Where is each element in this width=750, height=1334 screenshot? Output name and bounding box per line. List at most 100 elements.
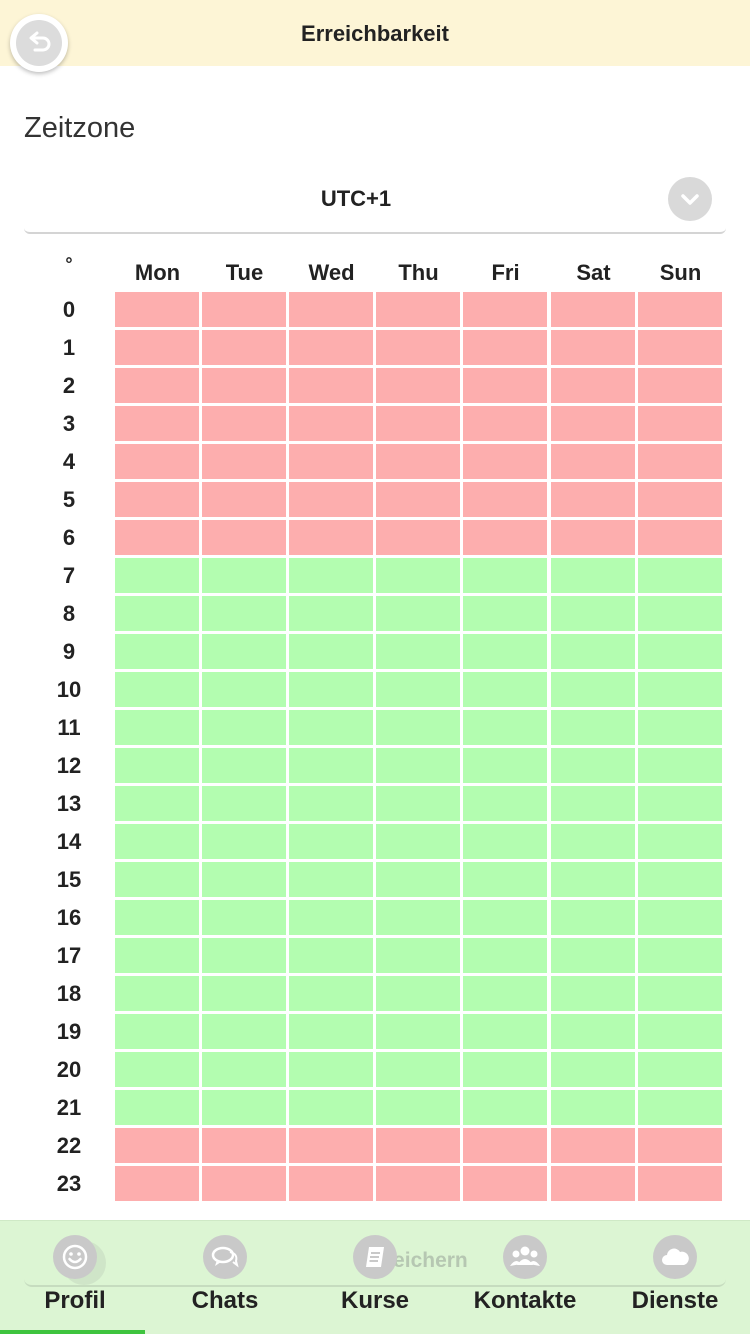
slot-unavailable[interactable] bbox=[202, 330, 286, 365]
slot-available[interactable] bbox=[551, 596, 635, 631]
slot-unavailable[interactable] bbox=[638, 482, 722, 517]
slot-unavailable[interactable] bbox=[376, 482, 460, 517]
slot-unavailable[interactable] bbox=[376, 406, 460, 441]
slot-unavailable[interactable] bbox=[115, 444, 199, 479]
nav-item-kurse[interactable]: Kurse bbox=[300, 1221, 450, 1334]
slot-available[interactable] bbox=[202, 938, 286, 973]
slot-available[interactable] bbox=[638, 976, 722, 1011]
slot-unavailable[interactable] bbox=[638, 520, 722, 555]
slot-available[interactable] bbox=[289, 938, 373, 973]
slot-available[interactable] bbox=[638, 900, 722, 935]
slot-unavailable[interactable] bbox=[202, 292, 286, 327]
slot-available[interactable] bbox=[551, 710, 635, 745]
slot-unavailable[interactable] bbox=[115, 1128, 199, 1163]
slot-available[interactable] bbox=[376, 976, 460, 1011]
slot-available[interactable] bbox=[115, 596, 199, 631]
slot-unavailable[interactable] bbox=[376, 368, 460, 403]
back-button[interactable] bbox=[10, 14, 68, 72]
slot-available[interactable] bbox=[202, 1014, 286, 1049]
slot-available[interactable] bbox=[202, 710, 286, 745]
slot-available[interactable] bbox=[202, 976, 286, 1011]
slot-unavailable[interactable] bbox=[551, 406, 635, 441]
slot-available[interactable] bbox=[463, 786, 547, 821]
nav-item-chats[interactable]: Chats bbox=[150, 1221, 300, 1334]
slot-unavailable[interactable] bbox=[202, 520, 286, 555]
slot-available[interactable] bbox=[376, 824, 460, 859]
nav-item-dienste[interactable]: Dienste bbox=[600, 1221, 750, 1334]
slot-available[interactable] bbox=[115, 976, 199, 1011]
slot-available[interactable] bbox=[463, 710, 547, 745]
slot-available[interactable] bbox=[638, 634, 722, 669]
slot-available[interactable] bbox=[551, 938, 635, 973]
slot-available[interactable] bbox=[463, 748, 547, 783]
slot-available[interactable] bbox=[551, 672, 635, 707]
slot-available[interactable] bbox=[638, 1052, 722, 1087]
slot-unavailable[interactable] bbox=[202, 1166, 286, 1201]
slot-available[interactable] bbox=[202, 596, 286, 631]
slot-available[interactable] bbox=[551, 1052, 635, 1087]
slot-available[interactable] bbox=[115, 634, 199, 669]
slot-available[interactable] bbox=[463, 1090, 547, 1125]
slot-available[interactable] bbox=[289, 786, 373, 821]
nav-item-kontakte[interactable]: Kontakte bbox=[450, 1221, 600, 1334]
slot-unavailable[interactable] bbox=[202, 444, 286, 479]
slot-available[interactable] bbox=[115, 748, 199, 783]
slot-available[interactable] bbox=[551, 634, 635, 669]
slot-unavailable[interactable] bbox=[115, 1166, 199, 1201]
slot-available[interactable] bbox=[202, 1052, 286, 1087]
slot-available[interactable] bbox=[551, 1090, 635, 1125]
slot-unavailable[interactable] bbox=[115, 520, 199, 555]
slot-unavailable[interactable] bbox=[551, 1166, 635, 1201]
slot-available[interactable] bbox=[376, 710, 460, 745]
slot-unavailable[interactable] bbox=[376, 520, 460, 555]
slot-available[interactable] bbox=[463, 596, 547, 631]
slot-available[interactable] bbox=[289, 1014, 373, 1049]
slot-unavailable[interactable] bbox=[376, 1166, 460, 1201]
slot-unavailable[interactable] bbox=[463, 406, 547, 441]
slot-available[interactable] bbox=[638, 862, 722, 897]
slot-unavailable[interactable] bbox=[463, 368, 547, 403]
slot-available[interactable] bbox=[115, 672, 199, 707]
slot-unavailable[interactable] bbox=[376, 330, 460, 365]
slot-unavailable[interactable] bbox=[463, 520, 547, 555]
slot-available[interactable] bbox=[638, 558, 722, 593]
slot-unavailable[interactable] bbox=[115, 292, 199, 327]
slot-available[interactable] bbox=[551, 900, 635, 935]
slot-unavailable[interactable] bbox=[638, 1128, 722, 1163]
slot-available[interactable] bbox=[115, 786, 199, 821]
slot-unavailable[interactable] bbox=[638, 368, 722, 403]
slot-available[interactable] bbox=[463, 824, 547, 859]
slot-unavailable[interactable] bbox=[551, 444, 635, 479]
slot-available[interactable] bbox=[638, 1090, 722, 1125]
slot-available[interactable] bbox=[289, 862, 373, 897]
slot-available[interactable] bbox=[289, 634, 373, 669]
slot-unavailable[interactable] bbox=[289, 482, 373, 517]
slot-available[interactable] bbox=[551, 976, 635, 1011]
slot-unavailable[interactable] bbox=[463, 1128, 547, 1163]
slot-available[interactable] bbox=[376, 558, 460, 593]
slot-available[interactable] bbox=[463, 976, 547, 1011]
timezone-select[interactable]: UTC+1 bbox=[24, 172, 726, 234]
slot-available[interactable] bbox=[115, 1090, 199, 1125]
slot-available[interactable] bbox=[376, 672, 460, 707]
slot-unavailable[interactable] bbox=[551, 520, 635, 555]
slot-unavailable[interactable] bbox=[115, 368, 199, 403]
slot-unavailable[interactable] bbox=[202, 1128, 286, 1163]
slot-unavailable[interactable] bbox=[289, 368, 373, 403]
slot-available[interactable] bbox=[376, 634, 460, 669]
slot-unavailable[interactable] bbox=[638, 1166, 722, 1201]
slot-available[interactable] bbox=[202, 748, 286, 783]
slot-available[interactable] bbox=[289, 672, 373, 707]
slot-unavailable[interactable] bbox=[289, 1128, 373, 1163]
slot-unavailable[interactable] bbox=[376, 444, 460, 479]
slot-available[interactable] bbox=[551, 748, 635, 783]
slot-unavailable[interactable] bbox=[202, 482, 286, 517]
slot-available[interactable] bbox=[115, 558, 199, 593]
slot-available[interactable] bbox=[115, 1014, 199, 1049]
slot-available[interactable] bbox=[202, 900, 286, 935]
slot-unavailable[interactable] bbox=[551, 1128, 635, 1163]
slot-unavailable[interactable] bbox=[638, 292, 722, 327]
slot-available[interactable] bbox=[289, 710, 373, 745]
slot-available[interactable] bbox=[115, 710, 199, 745]
slot-available[interactable] bbox=[289, 748, 373, 783]
